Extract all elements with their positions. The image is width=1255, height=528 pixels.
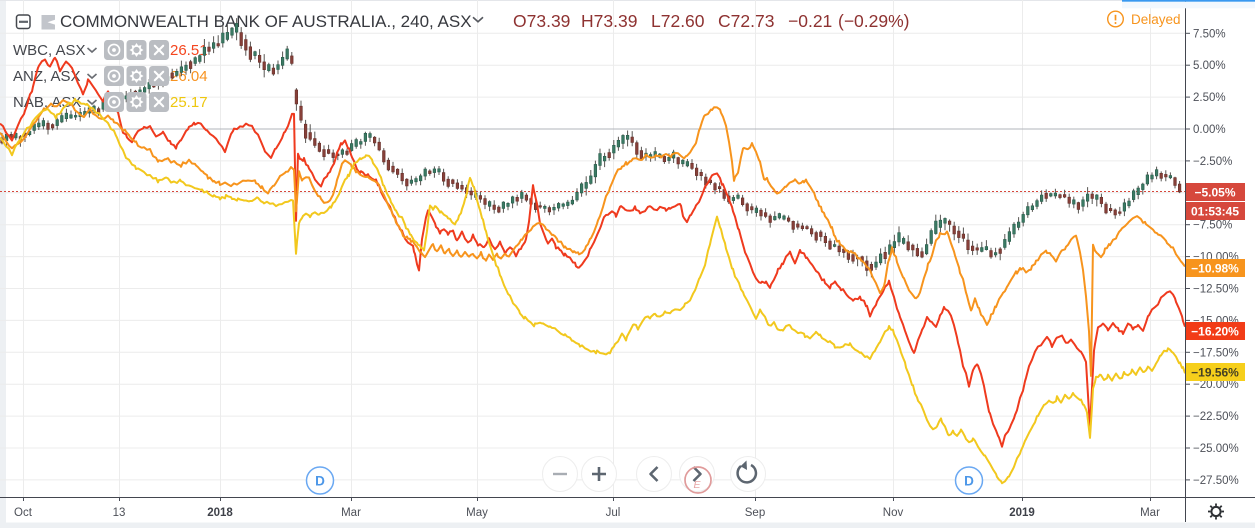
svg-text:(−0.29%): (−0.29%) [838, 11, 910, 31]
svg-text:May: May [466, 507, 488, 519]
svg-text:WBC, ASX: WBC, ASX [13, 42, 86, 59]
svg-text:D: D [315, 474, 325, 489]
svg-text:−17.50%: −17.50% [1193, 347, 1239, 359]
svg-text:−0.21: −0.21 [788, 11, 832, 31]
svg-text:0.00%: 0.00% [1193, 124, 1226, 136]
svg-text:Mar: Mar [1140, 507, 1160, 519]
svg-text:L72.60: L72.60 [651, 11, 705, 31]
svg-text:−19.56%: −19.56% [1191, 366, 1239, 380]
svg-text:2019: 2019 [1009, 507, 1035, 519]
svg-text:Delayed: Delayed [1131, 12, 1181, 27]
svg-text:−2.50%: −2.50% [1193, 156, 1232, 168]
svg-text:−12.50%: −12.50% [1193, 284, 1239, 296]
svg-text:−16.20%: −16.20% [1191, 325, 1239, 339]
svg-text:Sep: Sep [745, 507, 765, 519]
svg-text:−27.50%: −27.50% [1193, 475, 1239, 487]
svg-text:COMMONWEALTH BANK OF AUSTRALIA: COMMONWEALTH BANK OF AUSTRALIA., 240, AS… [60, 12, 472, 31]
svg-text:25.17: 25.17 [170, 94, 208, 111]
svg-text:5.00%: 5.00% [1193, 60, 1226, 72]
svg-text:−20.00%: −20.00% [1193, 379, 1239, 391]
svg-text:O73.39: O73.39 [513, 11, 570, 31]
svg-text:13: 13 [113, 507, 126, 519]
svg-text:2.50%: 2.50% [1193, 92, 1226, 104]
svg-text:−10.98%: −10.98% [1191, 262, 1239, 276]
svg-text:−7.50%: −7.50% [1193, 220, 1232, 232]
svg-text:Mar: Mar [341, 507, 361, 519]
svg-text:7.50%: 7.50% [1193, 28, 1226, 40]
svg-text:Jul: Jul [606, 507, 621, 519]
svg-text:H73.39: H73.39 [581, 11, 637, 31]
svg-text:−5.05%: −5.05% [1194, 186, 1235, 200]
svg-text:E: E [694, 479, 702, 491]
svg-text:Oct: Oct [14, 507, 33, 519]
svg-text:Nov: Nov [883, 507, 904, 519]
svg-text:D: D [964, 474, 974, 489]
svg-text:01:53:45: 01:53:45 [1191, 205, 1239, 219]
svg-text:−25.00%: −25.00% [1193, 443, 1239, 455]
svg-text:ANZ, ASX: ANZ, ASX [13, 68, 81, 85]
svg-text:−22.50%: −22.50% [1193, 411, 1239, 423]
svg-text:2018: 2018 [207, 507, 233, 519]
svg-text:26.04: 26.04 [170, 68, 208, 85]
svg-text:C72.73: C72.73 [718, 11, 774, 31]
svg-text:26.51: 26.51 [170, 42, 208, 59]
